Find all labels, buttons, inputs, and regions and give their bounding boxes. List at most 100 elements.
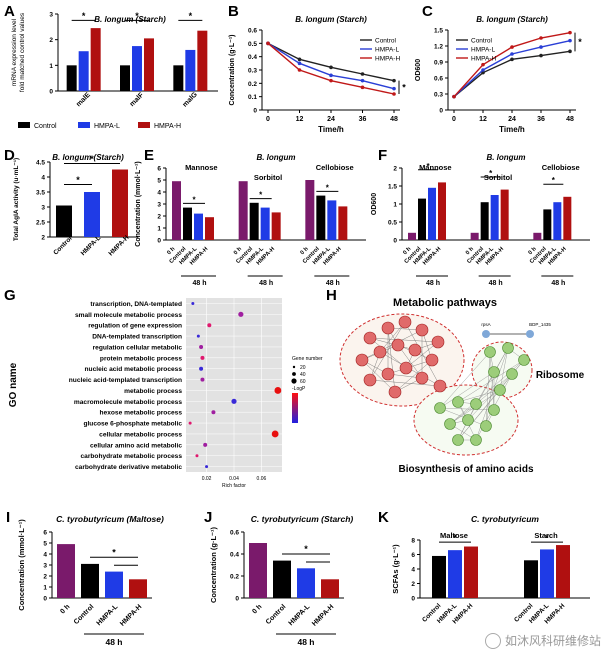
go-dot bbox=[211, 410, 216, 415]
go-dot bbox=[188, 421, 192, 425]
network-edge bbox=[489, 351, 495, 411]
legend-label: HMPA-H bbox=[471, 56, 496, 63]
legend-size-dot bbox=[292, 372, 296, 376]
y-tick-label: 0.5 bbox=[388, 220, 397, 227]
network-node bbox=[381, 367, 395, 381]
sig-star: * bbox=[82, 11, 86, 21]
x-tick-label: 0.02 bbox=[202, 476, 212, 482]
go-dot bbox=[200, 355, 205, 360]
group-label: Cellobiose bbox=[542, 163, 580, 172]
cluster-label-metabolic: Metabolic pathways bbox=[393, 297, 497, 309]
x-tick-label: HMPA-H bbox=[311, 603, 335, 627]
x-tick-label: Control bbox=[52, 235, 73, 256]
legend-label: 20 bbox=[300, 365, 306, 371]
go-dot bbox=[207, 323, 212, 328]
legend-title: -LogP bbox=[292, 386, 306, 392]
sig-star: * bbox=[426, 162, 430, 171]
data-point bbox=[329, 78, 333, 83]
x-tick-label: HMPA-L bbox=[288, 603, 312, 627]
x-axis-label: 48 h bbox=[105, 637, 122, 647]
y-tick-label: 5 bbox=[157, 178, 161, 185]
network-node bbox=[408, 343, 422, 357]
chart-title: B. longum bbox=[486, 153, 525, 162]
group-label: Mannose bbox=[185, 163, 218, 172]
y-tick-label: 0.3 bbox=[434, 92, 443, 99]
data-point bbox=[539, 45, 543, 49]
sig-star: * bbox=[489, 169, 493, 178]
bar-malG-Control bbox=[173, 65, 184, 91]
legend-swatch bbox=[78, 122, 90, 128]
x-tick-label: 24 bbox=[508, 116, 516, 123]
x-tick-label: 48 bbox=[566, 116, 574, 123]
x-axis-label: 48 h bbox=[489, 280, 503, 287]
x-tick-label: 24 bbox=[327, 116, 335, 123]
y-tick-label: 0.6 bbox=[248, 28, 257, 35]
bar-Sorbitol-Control bbox=[249, 202, 259, 240]
y-tick-label: 6 bbox=[157, 166, 161, 173]
x-tick-label: 0 h bbox=[528, 246, 538, 256]
network-node bbox=[355, 353, 369, 367]
x-tick-label: 0 h bbox=[465, 246, 475, 256]
go-dot bbox=[196, 334, 200, 338]
bar-Starch-HMPA-L bbox=[540, 549, 554, 598]
y-tick-label: 0.4 bbox=[248, 54, 257, 61]
bar-Sorbitol-Control bbox=[480, 202, 489, 240]
sig-star: * bbox=[76, 175, 80, 185]
y-tick-label: 1 bbox=[49, 63, 53, 70]
data-point bbox=[329, 73, 333, 78]
y-axis-label: mRNA expression level bbox=[11, 18, 18, 86]
watermark: 如沐风科研维修站 bbox=[484, 632, 601, 649]
bar-Cellobiose-HMPA-H bbox=[563, 196, 572, 240]
bar-Mannose-Control bbox=[183, 207, 192, 240]
network-node bbox=[433, 379, 447, 393]
bar-HMPA-L bbox=[297, 568, 315, 598]
chart-title: B. longum (Starch) bbox=[295, 15, 367, 24]
bar-Sorbitol-0 h bbox=[238, 181, 248, 240]
bar-Mannose-HMPA-H bbox=[205, 217, 214, 240]
network-node bbox=[415, 371, 429, 385]
network-node bbox=[470, 398, 482, 410]
y-tick-label: 2 bbox=[43, 574, 47, 581]
group-label: Sorbitol bbox=[254, 173, 282, 182]
network-node bbox=[391, 338, 405, 352]
y-axis-label: OD600 bbox=[371, 193, 378, 215]
x-tick-label: HMPA-H bbox=[107, 234, 130, 257]
y-tick-label: 0 bbox=[235, 596, 239, 603]
go-term-label: glucose 6-phosphate metabolic bbox=[83, 421, 182, 428]
data-point bbox=[510, 45, 514, 49]
panel-letter-G: G bbox=[4, 287, 16, 304]
legend-label: HMPA-L bbox=[94, 123, 120, 130]
bar-Maltose-HMPA-L bbox=[448, 550, 462, 598]
bar-malE-HMPA-H bbox=[90, 28, 101, 91]
y-axis-label: Concentration (mmol·L⁻¹) bbox=[17, 519, 26, 611]
network-edge bbox=[475, 373, 513, 405]
network-edge bbox=[379, 321, 406, 353]
color-scale bbox=[292, 393, 298, 423]
y-tick-label: 2 bbox=[393, 166, 397, 173]
network-node bbox=[388, 385, 402, 399]
y-tick-label: 2 bbox=[157, 214, 161, 221]
y-tick-label: 5 bbox=[43, 541, 47, 548]
node-label: BDP_1435 bbox=[529, 322, 551, 327]
bar-Starch-Control bbox=[524, 560, 538, 598]
bar-0 h bbox=[57, 544, 75, 598]
network-node bbox=[444, 418, 456, 430]
network-node bbox=[470, 434, 482, 446]
network-edge bbox=[457, 359, 525, 403]
legend-label: Control bbox=[375, 38, 397, 45]
y-tick-label: 0.4 bbox=[230, 552, 239, 559]
y-tick-label: 3 bbox=[49, 12, 53, 19]
x-tick-label: 0 h bbox=[402, 246, 412, 256]
data-point bbox=[568, 30, 572, 35]
network-edge bbox=[439, 371, 495, 409]
go-dot bbox=[200, 377, 205, 382]
x-axis-label: 48 h bbox=[326, 280, 340, 287]
bar-Sorbitol-0 h bbox=[470, 232, 479, 240]
go-dot bbox=[191, 301, 195, 305]
go-term-label: hexose metabolic process bbox=[100, 410, 183, 417]
y-tick-label: 6 bbox=[411, 552, 415, 559]
go-term-label: carbohydrate metabolic process bbox=[80, 453, 182, 460]
go-term-label: nucleic acid metabolic process bbox=[85, 366, 183, 373]
bar-HMPA-H bbox=[129, 579, 147, 598]
